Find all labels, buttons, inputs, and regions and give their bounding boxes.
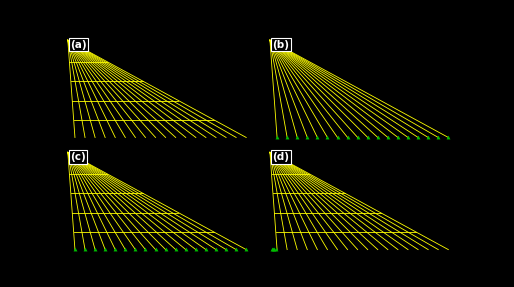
Text: (a): (a)	[70, 40, 87, 50]
Text: (b): (b)	[272, 40, 289, 50]
Text: (c): (c)	[70, 152, 86, 162]
Text: (d): (d)	[272, 152, 289, 162]
